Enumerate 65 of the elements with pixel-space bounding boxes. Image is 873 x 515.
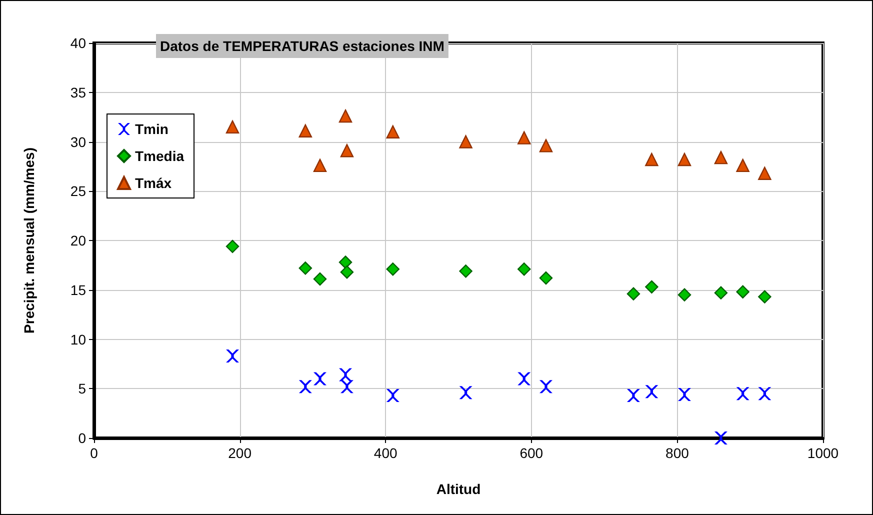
point [459, 386, 472, 400]
point [298, 380, 312, 394]
point [626, 389, 640, 402]
y-tick-label: 25 [70, 183, 86, 200]
point [298, 262, 312, 275]
legend-label: Tmedia [135, 148, 184, 164]
x-tick-label: 200 [228, 445, 252, 461]
point [626, 287, 640, 300]
point [518, 131, 531, 144]
point [459, 135, 472, 148]
y-tick-label: 30 [70, 134, 86, 150]
y-tick-label: 5 [78, 380, 86, 397]
point [758, 166, 772, 180]
point [338, 256, 352, 269]
point [645, 280, 658, 294]
y-tick-label: 0 [78, 430, 86, 446]
x-tick-label: 800 [666, 445, 690, 461]
point [645, 385, 658, 398]
point [539, 380, 552, 394]
point [678, 152, 692, 166]
point [339, 368, 352, 382]
x-tick-label: 400 [374, 445, 398, 461]
chart-title: Datos de TEMPERATURAS estaciones INM [160, 38, 444, 54]
point [338, 109, 352, 123]
point [340, 144, 354, 158]
point [518, 372, 531, 386]
point [678, 288, 692, 302]
point [714, 432, 728, 444]
x-tick-label: 0 [90, 445, 98, 461]
point [226, 120, 240, 134]
point [313, 372, 326, 386]
y-axis-title: Precipit. mensual (mm/mes) [21, 148, 37, 334]
point [678, 388, 691, 402]
point [313, 272, 327, 286]
x-tick-label: 1000 [807, 445, 839, 461]
y-tick-label: 15 [70, 282, 86, 298]
point [758, 387, 772, 400]
point [340, 380, 354, 394]
point [518, 262, 531, 276]
point [459, 264, 472, 278]
y-tick-label: 35 [70, 84, 86, 100]
point [340, 266, 354, 279]
point [313, 158, 327, 172]
point [226, 240, 240, 254]
point [736, 158, 750, 172]
x-axis-title: Altitud [436, 481, 481, 497]
y-tick-label: 40 [70, 35, 86, 51]
point [386, 262, 400, 276]
point [758, 290, 772, 304]
legend-label: Tmáx [135, 175, 172, 191]
point [226, 350, 240, 363]
point [714, 150, 728, 164]
point [386, 125, 400, 138]
point [539, 271, 553, 285]
y-tick-label: 20 [70, 232, 86, 248]
point [539, 139, 553, 152]
point [736, 387, 750, 400]
point [736, 285, 750, 298]
y-tick-label: 10 [70, 331, 86, 348]
point [298, 124, 312, 138]
point [714, 286, 728, 300]
point [386, 389, 400, 402]
x-tick-label: 600 [520, 445, 544, 461]
point [645, 152, 658, 166]
legend-label: Tmin [135, 121, 168, 137]
